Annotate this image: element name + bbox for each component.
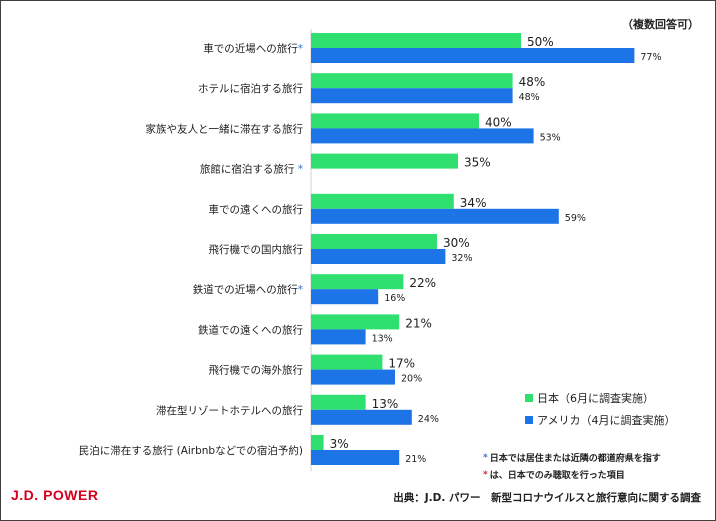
bar-japan (311, 33, 521, 48)
data-label-usa: 13% (372, 333, 393, 344)
data-label-japan: 3% (330, 437, 349, 451)
source-citation: 出典：J.D. パワー 新型コロナウイルスと旅行意向に関する調査 (393, 492, 701, 504)
category-label: 民泊に滞在する旅行 (Airbnbなどでの宿泊予約) (79, 444, 303, 457)
bar-usa (311, 48, 635, 63)
data-label-japan: 50% (527, 35, 554, 49)
bar-usa (311, 450, 400, 465)
legend-label-japan: 日本（6月に調査実施） (537, 392, 654, 405)
data-label-usa: 59% (565, 213, 586, 224)
data-label-usa: 48% (519, 92, 540, 103)
data-label-usa: 77% (640, 52, 661, 63)
data-label-usa: 24% (418, 414, 439, 425)
data-label-usa: 21% (405, 454, 426, 465)
category-label: ホテルに宿泊する旅行 (198, 82, 303, 95)
category-label: 飛行機での国内旅行 (209, 243, 304, 256)
bar-usa (311, 88, 513, 104)
bar-usa (311, 369, 395, 385)
data-label-usa: 32% (451, 253, 472, 264)
bar-usa (311, 329, 366, 345)
bar-japan (311, 314, 400, 330)
category-marker: * (298, 284, 303, 296)
category-label: 車での遠くへの旅行 (209, 203, 304, 216)
bar-japan (311, 234, 437, 249)
data-label-japan: 35% (464, 156, 491, 170)
legend-swatch-japan (525, 394, 533, 402)
data-label-japan: 48% (519, 75, 546, 89)
footnote-1-mark: * (483, 452, 488, 463)
bar-usa (311, 289, 379, 305)
legend-swatch-usa (525, 416, 533, 424)
bar-japan (311, 153, 458, 169)
category-label: 旅館に宿泊する旅行 * (200, 163, 303, 176)
category-marker: * (298, 43, 303, 55)
bar-usa (311, 409, 412, 425)
legend-item-japan: 日本（6月に調査実施） (525, 387, 675, 409)
legend: 日本（6月に調査実施） アメリカ（4月に調査実施） (525, 387, 675, 431)
bar-japan (311, 354, 383, 370)
category-label: 飛行機での海外旅行 (209, 364, 304, 377)
bar-japan (311, 113, 479, 129)
data-label-japan: 40% (485, 115, 512, 129)
footnote-1: * 日本では居住または近隣の都道府県を指す (483, 449, 661, 466)
data-label-usa: 16% (384, 293, 405, 304)
data-label-japan: 17% (388, 357, 415, 371)
footnote-2-mark: * (483, 469, 488, 480)
bar-usa (311, 249, 446, 264)
bar-japan (311, 274, 404, 290)
bar-japan (311, 394, 366, 410)
bar-japan (311, 73, 513, 89)
category-label: 滞在型リゾートホテルへの旅行 (156, 404, 303, 417)
data-label-japan: 13% (372, 397, 399, 411)
legend-item-usa: アメリカ（4月に調査実施） (525, 409, 675, 431)
category-label: 車での近場への旅行* (203, 42, 303, 55)
category-label: 家族や友人と一緒に滞在する旅行 (146, 122, 304, 135)
legend-label-usa: アメリカ（4月に調査実施） (537, 414, 676, 427)
category-marker: * (294, 164, 303, 176)
bar-japan (311, 435, 324, 450)
data-label-usa: 20% (401, 374, 422, 385)
bar-usa (311, 208, 559, 224)
data-label-usa: 53% (540, 132, 561, 143)
footnote-2: * は、日本でのみ聴取を行った項目 (483, 466, 661, 483)
jd-power-logo: J.D. POWER (11, 487, 99, 503)
footnotes: * 日本では居住または近隣の都道府県を指す * は、日本でのみ聴取を行った項目 (483, 449, 661, 483)
bar-usa (311, 128, 534, 144)
data-label-japan: 22% (409, 276, 436, 290)
category-label: 鉄道での近場への旅行* (193, 283, 303, 296)
data-label-japan: 34% (460, 196, 487, 210)
data-label-japan: 21% (405, 316, 432, 330)
multiple-answers-note: （複数回答可） (622, 18, 699, 31)
footnote-2-text: は、日本でのみ聴取を行った項目 (489, 471, 625, 481)
category-label: 鉄道での遠くへの旅行 (198, 323, 303, 336)
footnote-1-text: 日本では居住または近隣の都道府県を指す (489, 454, 661, 464)
bar-japan (311, 193, 454, 209)
data-label-japan: 30% (443, 236, 470, 250)
